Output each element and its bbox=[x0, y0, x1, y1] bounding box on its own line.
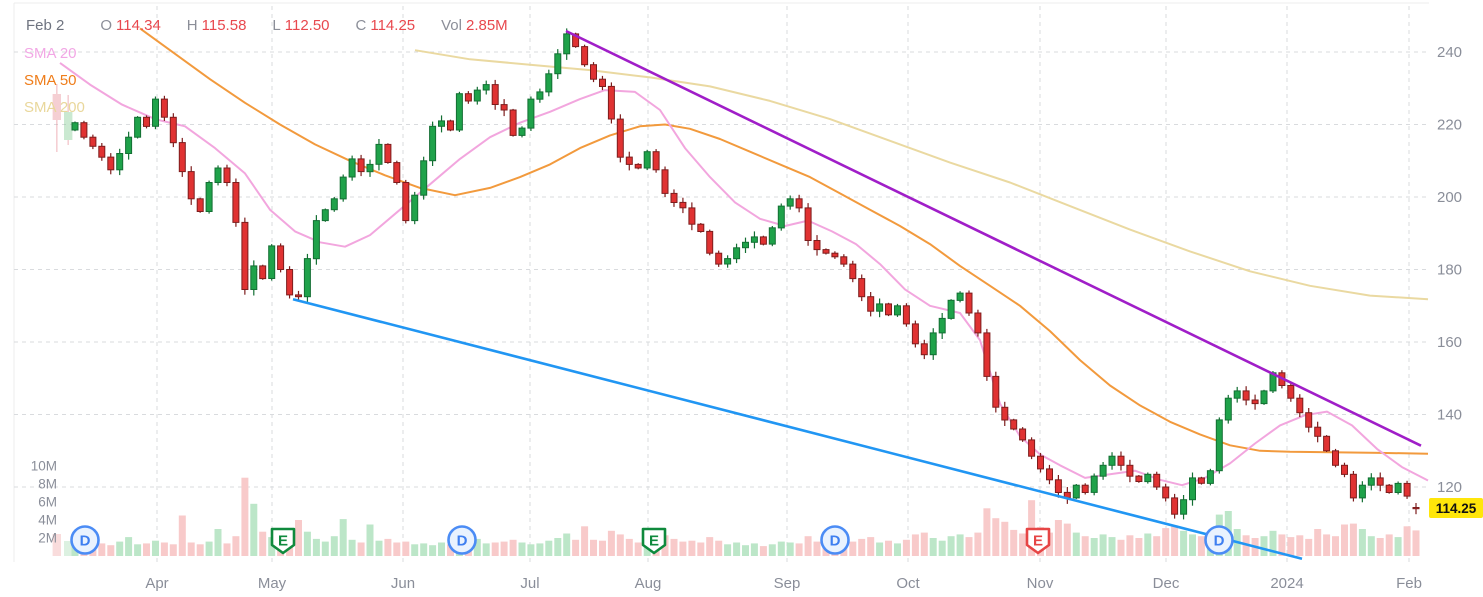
legend-close: C 114.25 bbox=[355, 17, 416, 34]
svg-text:E: E bbox=[649, 532, 659, 549]
svg-text:Jul: Jul bbox=[520, 575, 539, 592]
svg-text:8M: 8M bbox=[38, 477, 57, 492]
chart-frame bbox=[13, 2, 1429, 562]
svg-text:Dec: Dec bbox=[1153, 575, 1180, 592]
ohlc-legend: Feb 2 O 114.34 H 115.58 L 112.50 C 114.25 Vo… bbox=[26, 17, 508, 34]
svg-text:120: 120 bbox=[1437, 479, 1462, 496]
earnings-badge[interactable]: E bbox=[270, 527, 296, 555]
svg-text:10M: 10M bbox=[31, 459, 57, 474]
faded-history-candles bbox=[52, 84, 73, 556]
svg-text:140: 140 bbox=[1437, 407, 1462, 424]
sma50-line bbox=[139, 27, 1429, 455]
sma200-legend-label: SMA 200 bbox=[24, 99, 85, 116]
legend-date: Feb 2 bbox=[26, 17, 65, 34]
svg-text:D: D bbox=[1214, 532, 1225, 549]
svg-text:Sep: Sep bbox=[774, 575, 801, 592]
svg-text:Jun: Jun bbox=[391, 575, 415, 592]
sma-legend: SMA 20 SMA 50 SMA 200 bbox=[24, 40, 85, 121]
svg-text:Oct: Oct bbox=[896, 575, 920, 592]
svg-text:E: E bbox=[1033, 532, 1043, 549]
month-axis-labels: Apr May Jun Jul Aug Sep Oct Nov Dec 2024 Feb bbox=[145, 575, 1422, 592]
candles-layer bbox=[71, 28, 1420, 520]
dividend-badge[interactable]: D bbox=[1204, 525, 1234, 555]
dividend-badge[interactable]: D bbox=[70, 525, 100, 555]
legend-high: H 115.58 bbox=[186, 17, 247, 34]
sma200-line bbox=[414, 49, 1429, 301]
svg-text:D: D bbox=[80, 532, 91, 549]
price-axis-labels: 240 220 200 180 160 140 120 bbox=[1437, 44, 1462, 496]
dividend-badge[interactable]: D bbox=[820, 525, 850, 555]
svg-text:6M: 6M bbox=[38, 495, 57, 510]
svg-text:Aug: Aug bbox=[635, 575, 662, 592]
svg-text:Feb: Feb bbox=[1396, 575, 1422, 592]
svg-text:Nov: Nov bbox=[1027, 575, 1054, 592]
svg-text:240: 240 bbox=[1437, 44, 1462, 61]
svg-text:4M: 4M bbox=[38, 513, 57, 528]
svg-text:2024: 2024 bbox=[1270, 575, 1303, 592]
svg-text:220: 220 bbox=[1437, 117, 1462, 134]
svg-text:D: D bbox=[457, 532, 468, 549]
svg-text:180: 180 bbox=[1437, 262, 1462, 279]
earnings-badge[interactable]: E bbox=[641, 527, 667, 555]
downtrend-line[interactable] bbox=[565, 29, 1422, 447]
svg-text:E: E bbox=[278, 532, 288, 549]
event-badges: D E D E D E D bbox=[70, 525, 1234, 555]
legend-low: L 112.50 bbox=[272, 17, 330, 34]
dividend-badge[interactable]: D bbox=[447, 525, 477, 555]
svg-text:200: 200 bbox=[1437, 189, 1462, 206]
svg-text:160: 160 bbox=[1437, 334, 1462, 351]
earnings-badge[interactable]: E bbox=[1025, 527, 1051, 555]
legend-open: O 114.34 bbox=[100, 17, 161, 34]
svg-text:May: May bbox=[258, 575, 287, 592]
svg-text:2M: 2M bbox=[38, 531, 57, 546]
last-price-label: 114.25 bbox=[1429, 498, 1483, 518]
svg-text:D: D bbox=[830, 532, 841, 549]
support-line[interactable] bbox=[292, 297, 1303, 561]
sma50-legend-label: SMA 50 bbox=[24, 72, 77, 89]
svg-text:Apr: Apr bbox=[145, 575, 168, 592]
legend-volume: Vol 2.85M bbox=[441, 17, 508, 34]
volume-axis-labels: 10M 8M 6M 4M 2M bbox=[31, 459, 57, 546]
sma20-legend-label: SMA 20 bbox=[24, 45, 77, 62]
